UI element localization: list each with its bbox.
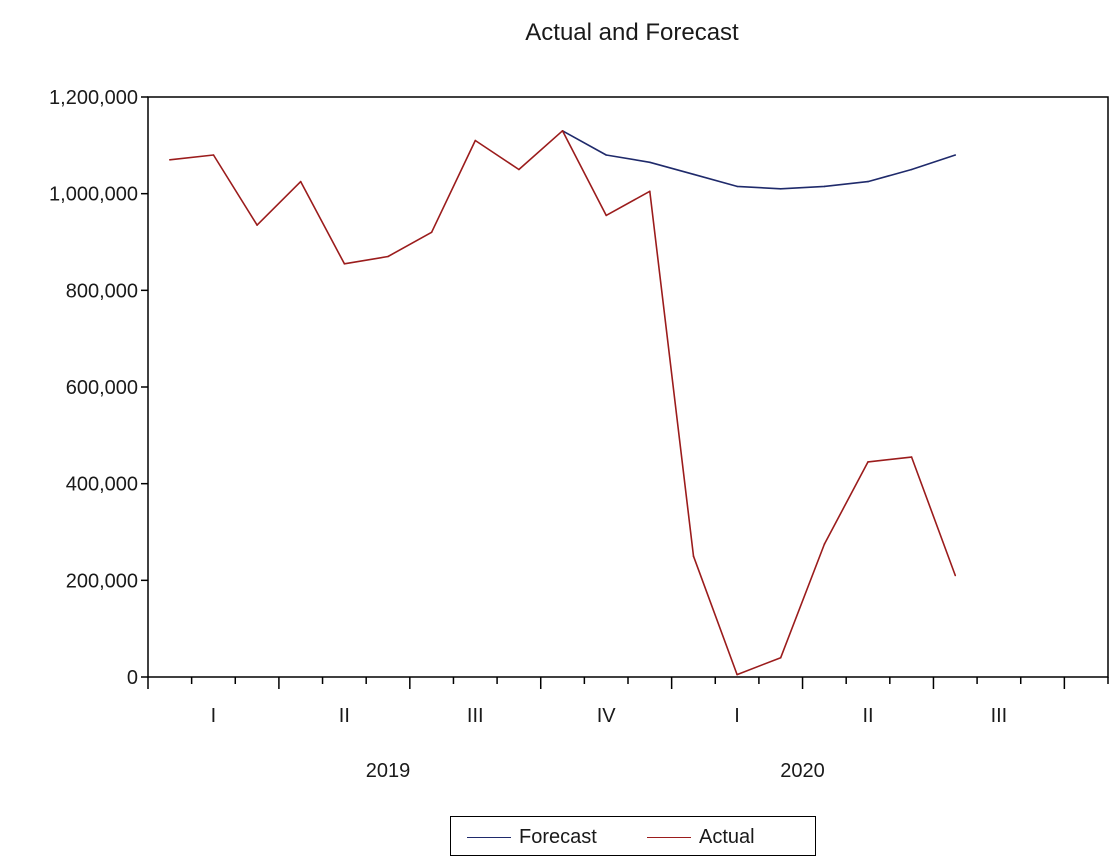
y-tick-label: 1,200,000	[49, 87, 138, 109]
data-point-forecast	[605, 154, 607, 156]
data-point-actual	[692, 555, 695, 557]
y-tick-label: 200,000	[66, 570, 138, 592]
data-point-forecast	[736, 185, 738, 188]
y-tick-label: 800,000	[66, 280, 138, 302]
y-tick-label: 600,000	[66, 377, 138, 399]
data-point-actual	[343, 263, 346, 265]
legend-label-forecast: Forecast	[519, 825, 597, 848]
data-point-actual	[823, 543, 826, 545]
x-quarter-label: III	[467, 705, 484, 727]
data-point-actual	[387, 255, 389, 258]
x-quarter-label: III	[991, 705, 1008, 727]
series-line-actual	[169, 130, 957, 676]
data-point-actual	[169, 159, 171, 161]
x-quarter-label: IV	[597, 705, 617, 727]
data-point-actual	[954, 574, 957, 577]
chart-axes: 0 200,000 400,000 600,000 800,000 1,000,000 1,…	[49, 87, 1109, 782]
legend-swatch-forecast	[467, 836, 511, 838]
legend-item-forecast: Forecast	[467, 825, 597, 849]
data-point-actual	[518, 168, 520, 171]
data-point-actual	[736, 673, 738, 676]
legend-item-actual: Actual	[647, 825, 755, 849]
data-point-forecast	[779, 188, 782, 190]
y-tick-label: 1,000,000	[49, 184, 138, 206]
data-point-forecast	[867, 180, 869, 183]
x-quarter-label: II	[862, 705, 873, 727]
data-point-actual	[910, 456, 913, 458]
x-year-label: 2020	[780, 760, 825, 782]
data-point-forecast	[823, 185, 826, 188]
data-point-forecast	[692, 173, 695, 176]
data-point-actual	[430, 231, 433, 234]
chart-title: Actual and Forecast	[525, 19, 739, 46]
data-point-forecast	[954, 154, 957, 156]
data-point-actual	[649, 190, 651, 193]
data-point-actual	[561, 130, 564, 132]
legend-swatch-actual	[647, 836, 691, 838]
data-point-actual	[605, 214, 607, 217]
x-quarter-label: I	[211, 705, 217, 727]
x-quarter-label: I	[734, 705, 740, 727]
legend-label-actual: Actual	[699, 825, 755, 848]
y-tick-label: 0	[127, 667, 138, 689]
data-point-actual	[299, 180, 302, 183]
series-layer	[169, 130, 957, 676]
x-quarter-label: II	[339, 705, 350, 727]
legend: Forecast Actual	[450, 816, 816, 856]
data-point-actual	[474, 139, 477, 142]
x-year-label: 2019	[366, 760, 411, 782]
y-tick-label: 400,000	[66, 474, 138, 496]
series-line-forecast	[562, 130, 956, 190]
data-point-actual	[867, 461, 869, 463]
data-point-actual	[212, 154, 215, 156]
data-point-forecast	[649, 161, 651, 164]
data-point-forecast	[910, 168, 913, 171]
data-point-actual	[256, 224, 258, 226]
data-point-actual	[779, 656, 782, 659]
line-chart: Actual and Forecast 0 200,000 400,000 600,0…	[49, 19, 1109, 782]
plot-frame	[147, 96, 1109, 678]
